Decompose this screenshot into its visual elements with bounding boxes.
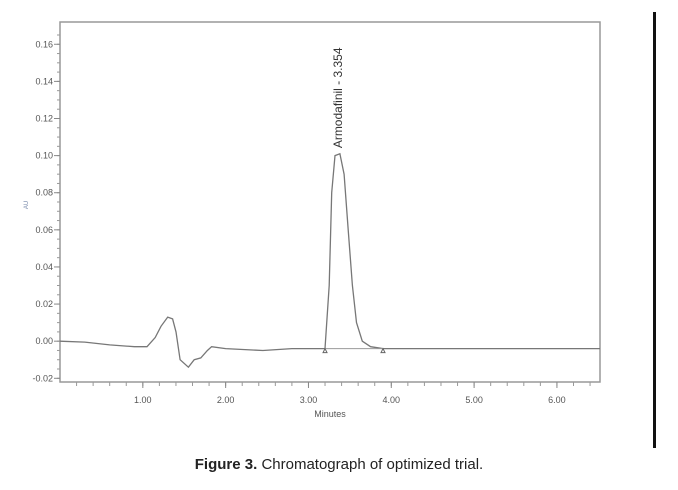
caption-text: Chromatograph of optimized trial.	[257, 456, 484, 473]
y-tick-label: 0.08	[35, 188, 53, 198]
baseline-marker	[322, 347, 328, 354]
peak-label: Armodafinil - 3.354	[331, 47, 345, 148]
caption-label: Figure 3.	[194, 456, 258, 473]
chromatogram-chart: -0.02 0.00 0.02 0.04 0.06 0.08 0.10 0.12 0.14 0.1…	[24, 21, 601, 419]
chromatogram-trace	[59, 152, 600, 369]
x-tick-label: 6.00	[548, 395, 566, 405]
y-tick-label: 0.12	[35, 113, 53, 123]
x-tick-label: 2.00	[217, 395, 235, 405]
column-divider	[653, 12, 656, 448]
y-axis-label: AU	[24, 201, 30, 209]
y-tick-label: 0.00	[35, 336, 53, 346]
y-tick-label: -0.02	[32, 373, 53, 383]
y-tick-label: 0.10	[35, 151, 53, 161]
baseline-marker	[380, 347, 386, 354]
x-tick-label: 1.00	[134, 395, 152, 405]
figure-caption: Figure 3. Chromatograph of optimized tri…	[0, 456, 678, 473]
x-tick-label: 5.00	[465, 395, 483, 405]
x-axis-label: Minutes	[314, 409, 346, 419]
y-tick-label: 0.16	[35, 39, 53, 49]
y-tick-label: 0.14	[35, 76, 53, 86]
y-tick-label: 0.02	[35, 299, 53, 309]
y-tick-label: 0.04	[35, 262, 53, 272]
x-tick-label: 3.00	[300, 395, 318, 405]
x-tick-label: 4.00	[383, 395, 401, 405]
y-tick-label: 0.06	[35, 225, 53, 235]
